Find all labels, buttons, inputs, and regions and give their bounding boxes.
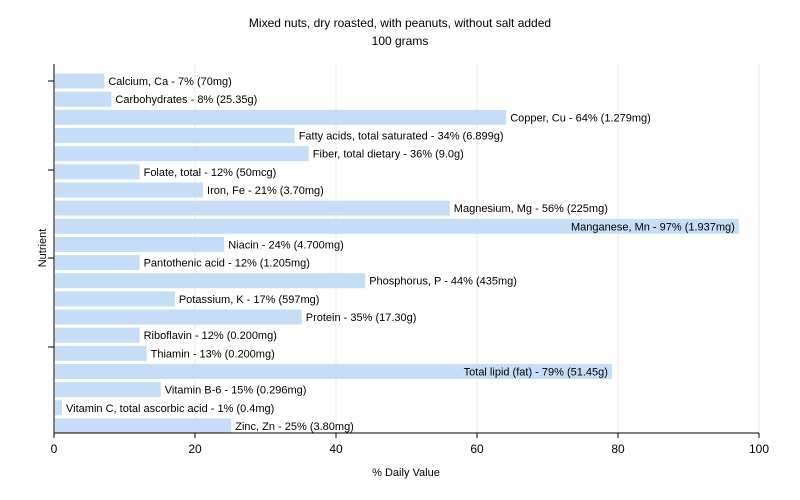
chart-title: Mixed nuts, dry roasted, with peanuts, w… xyxy=(249,16,551,30)
bar xyxy=(55,146,309,162)
bar-label: Carbohydrates - 8% (25.35g) xyxy=(115,94,257,106)
bar-label: Protein - 35% (17.30g) xyxy=(306,312,417,324)
bar xyxy=(55,291,175,307)
bar-label: Vitamin B-6 - 15% (0.296mg) xyxy=(165,385,307,397)
bar xyxy=(55,418,232,434)
bar-label: Thiamin - 13% (0.200mg) xyxy=(151,348,275,360)
bar-label: Zinc, Zn - 25% (3.80mg) xyxy=(235,421,354,433)
bar xyxy=(55,327,140,343)
bar xyxy=(55,182,204,198)
bar-label: Total lipid (fat) - 79% (51.45g) xyxy=(464,366,608,378)
bar-label: Phosphorus, P - 44% (435mg) xyxy=(369,276,517,288)
axes-group: 0 20 40 60 80 100 xyxy=(48,64,769,456)
bar xyxy=(55,345,147,361)
bar xyxy=(55,400,63,416)
bar xyxy=(55,128,295,144)
bar-label: Calcium, Ca - 7% (70mg) xyxy=(108,76,231,88)
x-tick-label: 0 xyxy=(51,442,58,456)
x-tick-label: 20 xyxy=(188,442,202,456)
bar-label: Copper, Cu - 64% (1.279mg) xyxy=(510,112,651,124)
bar xyxy=(55,218,739,234)
bar-label: Iron, Fe - 21% (3.70mg) xyxy=(207,185,324,197)
bar-label: Fiber, total dietary - 36% (9.0g) xyxy=(313,149,464,161)
bar-label: Vitamin C, total ascorbic acid - 1% (0.4… xyxy=(66,403,274,415)
bar-label: Fatty acids, total saturated - 34% (6.89… xyxy=(299,131,504,143)
bar xyxy=(55,73,105,89)
bar-label: Niacin - 24% (4.700mg) xyxy=(228,239,344,251)
bar xyxy=(55,164,140,180)
bar xyxy=(55,309,302,325)
bar xyxy=(55,200,450,216)
bar xyxy=(55,273,366,289)
x-tick-label: 40 xyxy=(329,442,343,456)
x-tick-label: 60 xyxy=(470,442,484,456)
bar-label: Riboflavin - 12% (0.200mg) xyxy=(144,330,277,342)
bar-label: Folate, total - 12% (50mcg) xyxy=(144,167,277,179)
x-tick-label: 80 xyxy=(611,442,625,456)
bar xyxy=(55,363,612,379)
chart-subtitle: 100 grams xyxy=(372,34,429,48)
x-tick-label: 100 xyxy=(749,442,769,456)
bars-group: Calcium, Ca - 7% (70mg) Carbohydrates - 8… xyxy=(55,73,739,434)
bar-label: Manganese, Mn - 97% (1.937mg) xyxy=(571,221,735,233)
bar xyxy=(55,236,225,252)
bar-label: Magnesium, Mg - 56% (225mg) xyxy=(454,203,608,215)
bar xyxy=(55,255,140,271)
bar xyxy=(55,382,161,398)
bar-label: Potassium, K - 17% (597mg) xyxy=(179,294,320,306)
y-axis-label: Nutrient xyxy=(37,229,49,268)
x-axis-label: % Daily Value xyxy=(372,467,440,479)
bar-label: Pantothenic acid - 12% (1.205mg) xyxy=(144,258,310,270)
bar xyxy=(55,91,112,107)
bar xyxy=(55,109,507,125)
